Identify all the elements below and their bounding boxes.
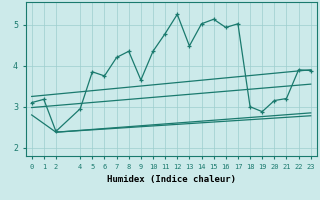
X-axis label: Humidex (Indice chaleur): Humidex (Indice chaleur) xyxy=(107,175,236,184)
